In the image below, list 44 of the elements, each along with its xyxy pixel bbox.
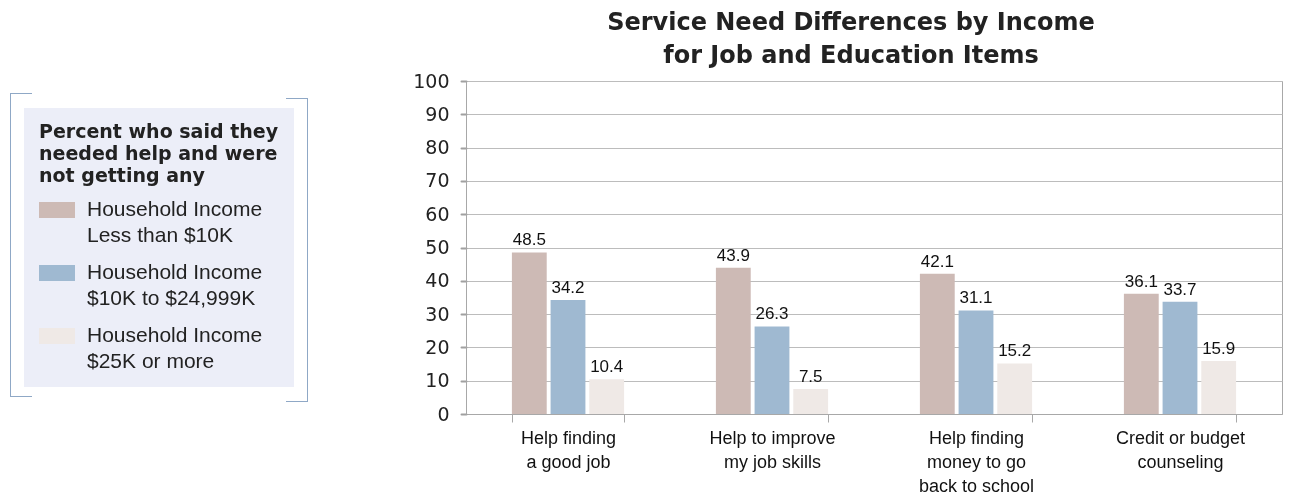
bar: [1201, 361, 1237, 414]
x-tick-label: Credit or budget counseling: [1115, 427, 1246, 472]
data-label: 33.7: [1163, 279, 1197, 299]
bar: [754, 326, 790, 414]
bar: [511, 252, 547, 414]
y-tick-label: 20: [425, 335, 450, 358]
x-tick-label: Help to improve my job skills: [709, 427, 836, 472]
chart-title: Service Need Differences by Income for Job and Education Items: [607, 8, 1095, 69]
x-tick-label: Help finding a good job: [520, 427, 617, 472]
data-label: 48.5: [512, 230, 546, 250]
bar: [715, 267, 751, 414]
bar: [793, 389, 829, 414]
y-tick-label: 60: [425, 202, 450, 225]
bar: [1162, 301, 1198, 414]
bar: [958, 310, 994, 414]
y-tick-label: 30: [425, 302, 450, 325]
y-tick-label: 100: [413, 69, 450, 92]
bar: [997, 363, 1033, 414]
x-tick-label: Help finding money to go back to school: [918, 427, 1035, 495]
data-label: 10.4: [590, 357, 624, 377]
legend-label: Household Income Less than $10K: [87, 197, 263, 246]
data-label: 34.2: [551, 278, 585, 298]
bar: [589, 379, 625, 414]
y-tick-label: 40: [425, 269, 450, 292]
y-tick-label: 50: [425, 236, 450, 258]
data-label: 15.2: [998, 341, 1032, 361]
data-label: 15.9: [1202, 339, 1236, 359]
bar: [550, 300, 586, 414]
y-tick-label: 70: [425, 169, 450, 192]
legend-label: Household Income $10K to $24,999K: [87, 260, 263, 309]
y-tick-label: 10: [425, 369, 450, 392]
data-label: 42.1: [920, 251, 954, 271]
data-label: 36.1: [1124, 271, 1158, 291]
data-label: 7.5: [798, 367, 823, 387]
legend-title: Percent who said they needed help and were not getting any: [39, 120, 279, 186]
bar: [1123, 293, 1159, 414]
data-label: 26.3: [755, 304, 789, 324]
bar: [919, 273, 955, 414]
data-label: 31.1: [959, 288, 993, 308]
y-tick-label: 0: [437, 402, 450, 425]
legend-label: Household Income $25K or more: [87, 323, 263, 372]
y-tick-label: 80: [425, 136, 450, 159]
data-label: 43.9: [716, 245, 750, 265]
y-tick-label: 90: [425, 102, 450, 125]
